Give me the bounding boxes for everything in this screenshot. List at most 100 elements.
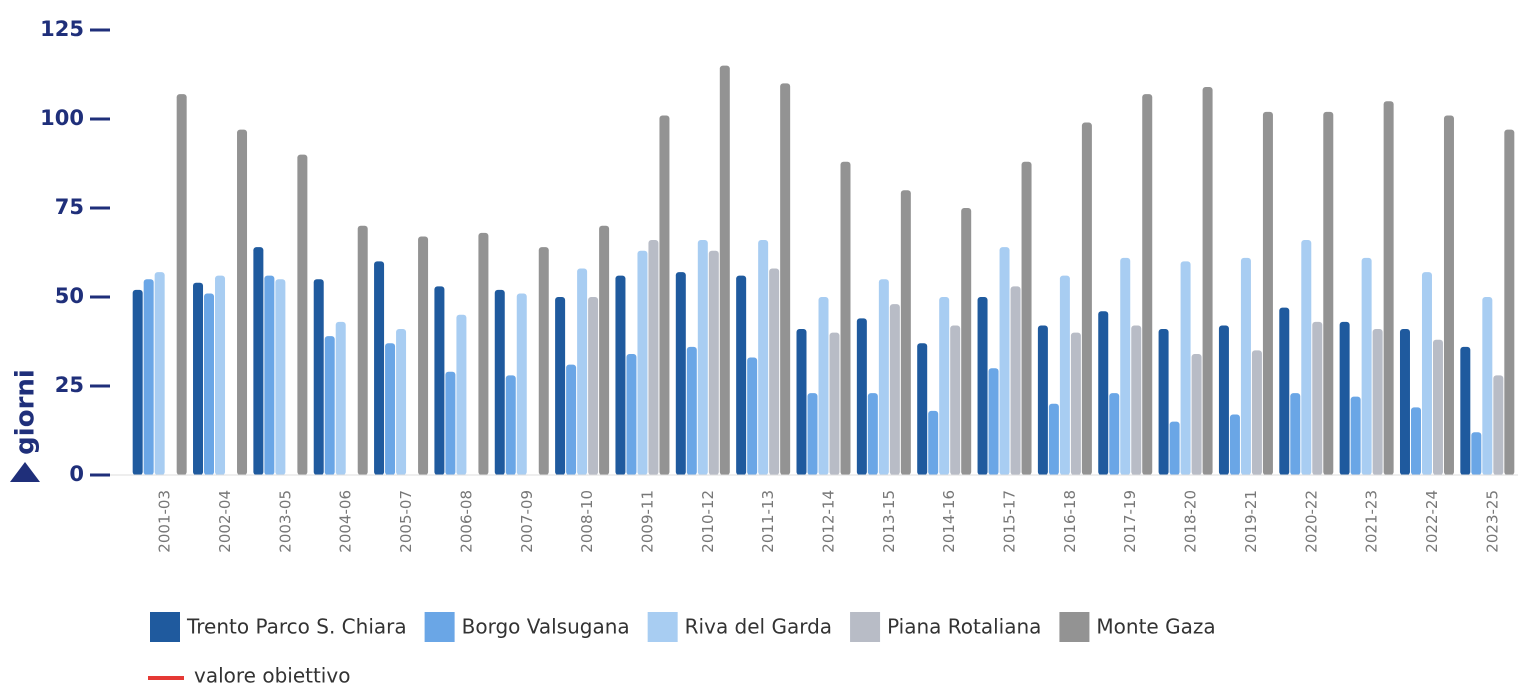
x-tick-label: 2007-09 [518,490,536,553]
axis-arrow [10,462,40,482]
bar [900,190,911,475]
bar [374,261,385,475]
bar [445,371,456,475]
x-tick-label: 2022-24 [1423,490,1441,553]
bar [769,268,780,475]
bar [988,368,999,475]
bar [1081,122,1092,475]
y-tick-label: 50 [55,284,84,308]
bar [418,236,429,475]
bar [939,297,950,475]
x-tick-label: 2006-08 [457,490,475,553]
bar [1372,329,1383,475]
bar [818,297,829,475]
bar [1048,403,1059,475]
bar [494,289,505,475]
bar [143,279,154,475]
bar [204,293,215,475]
y-tick-label: 0 [69,462,84,486]
bar [313,279,324,475]
bar [1037,325,1048,475]
bar [555,297,566,475]
bar [1120,257,1131,475]
bar [1301,240,1312,475]
legend-swatch [150,612,180,642]
bar [577,268,588,475]
bar [615,275,626,475]
bar [780,83,791,476]
bar [1493,375,1504,475]
legend-label: Riva del Garda [685,615,832,639]
bar [1290,393,1301,475]
bar [264,275,275,475]
bar [1059,275,1070,475]
bar [1191,353,1202,475]
bar [1443,115,1454,475]
legend-label: Piana Rotaliana [887,615,1041,639]
bar [928,410,939,475]
legend-label: Monte Gaza [1096,615,1215,639]
bar [999,247,1010,475]
bar [176,94,187,475]
bar [478,232,489,475]
bar [758,240,769,475]
bar [357,225,368,475]
bar [1460,346,1471,475]
y-tick-label: 25 [55,373,84,397]
bar [626,353,637,475]
bar [1421,272,1432,475]
bar [385,343,396,475]
x-tick-label: 2021-23 [1363,490,1381,553]
bar [1021,161,1032,475]
bar [747,357,758,475]
bar [297,154,308,475]
bar [434,286,445,475]
bar [719,65,730,475]
bar [1323,111,1334,475]
bar [588,297,599,475]
bar [1251,350,1262,475]
x-tick-label: 2016-18 [1061,490,1079,553]
bar [1504,129,1515,475]
bar [215,275,226,475]
bar [396,329,407,475]
legend-label: valore obiettivo [194,664,350,688]
legend-swatch [647,612,678,642]
bar [253,247,264,475]
bar [456,314,467,475]
legend-swatch [424,612,455,642]
bar [1482,297,1493,475]
bar [1471,432,1482,475]
legend-label: Trento Parco S. Chiara [186,615,407,639]
bar [829,332,840,475]
bar [1262,111,1273,475]
bar [1202,86,1213,476]
bar [1142,94,1153,475]
y-tick-label: 125 [40,17,84,41]
bar [961,208,972,475]
bar [1410,407,1421,475]
x-tick-label: 2008-10 [578,490,596,553]
bar [538,247,549,475]
x-tick-label: 2018-20 [1182,490,1200,553]
legend-swatch [850,612,881,642]
bar [867,393,878,475]
x-tick-label: 2012-14 [820,490,838,553]
bar [807,393,818,475]
x-tick-label: 2010-12 [699,490,717,553]
bar [1432,339,1443,475]
bar [796,329,807,475]
bar [840,161,851,475]
bar [977,297,988,475]
bar [856,318,867,475]
bar [637,250,648,475]
x-tick-label: 2004-06 [337,490,355,553]
bar [1279,307,1290,475]
x-tick-label: 2014-16 [940,490,958,553]
bar [275,279,286,475]
bar [708,250,719,475]
bar [1180,261,1191,475]
bar [1010,286,1021,475]
bar [1350,396,1361,475]
x-tick-label: 2019-21 [1242,490,1260,553]
